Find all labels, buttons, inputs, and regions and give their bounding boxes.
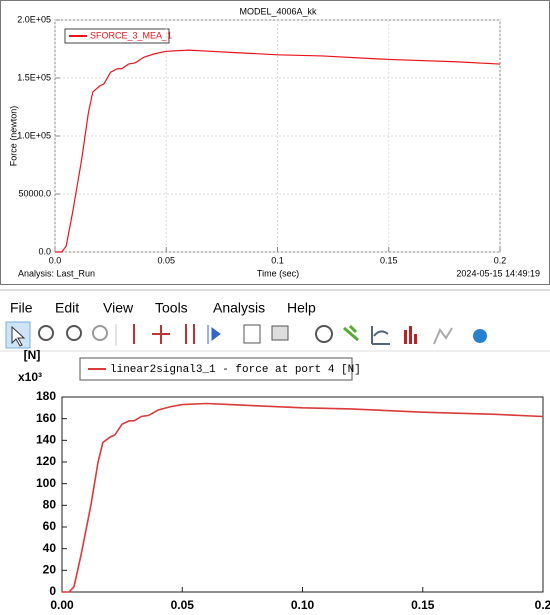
x-tick-label: 0.15 xyxy=(411,598,435,612)
y-axis-label: Force (newton) xyxy=(8,106,18,167)
timestamp: 2024-05-15 14:49:19 xyxy=(456,268,540,278)
x-tick-label: 0.05 xyxy=(171,598,195,612)
menu-item[interactable]: View xyxy=(103,300,134,316)
menu-item[interactable]: Help xyxy=(287,300,316,316)
x-tick-label: 0.05 xyxy=(157,255,175,265)
top-panel xyxy=(0,0,550,285)
tool-zoom-fit[interactable] xyxy=(92,325,108,341)
legend-label: SFORCE_3_MEA_1 xyxy=(90,30,172,40)
tool-curves[interactable] xyxy=(371,326,390,345)
tool-fft[interactable] xyxy=(433,327,453,345)
x-tick-label: 0.10 xyxy=(291,598,315,612)
chart-title: MODEL_4006A_kk xyxy=(239,6,317,16)
menu-item[interactable]: Analysis xyxy=(213,300,265,316)
tool-histogram-3 xyxy=(414,334,417,344)
tool-histogram[interactable] xyxy=(404,330,407,344)
menu-bar: File Edit View Tools Analysis Help xyxy=(10,300,316,316)
multiplier-label: x10³ xyxy=(18,370,42,384)
y-tick-label: 0 xyxy=(49,584,56,598)
series-line xyxy=(55,49,501,253)
tool-refresh[interactable] xyxy=(315,325,333,343)
toolbar xyxy=(5,321,487,349)
y-tick-label: 50000.0 xyxy=(18,188,51,198)
y-tick-label: 160 xyxy=(36,411,56,425)
menu-item[interactable]: File xyxy=(10,300,33,316)
y-tick-label: 0.0 xyxy=(38,246,51,256)
y-tick-label: 180 xyxy=(36,389,56,403)
y-tick-label: 120 xyxy=(36,454,56,468)
tool-histogram-2 xyxy=(409,326,412,344)
tool-zoom[interactable] xyxy=(38,325,54,341)
tool-grid[interactable] xyxy=(271,325,289,341)
y-axis-label: [N] xyxy=(24,348,41,362)
tool-add-plot[interactable] xyxy=(473,329,487,343)
tool-zoom-out[interactable] xyxy=(66,325,82,341)
y-tick-label: 1.5E+05 xyxy=(17,72,51,82)
cursor-icon xyxy=(11,325,26,347)
y-tick-label: 100 xyxy=(36,476,56,490)
x-tick-label: 0.1 xyxy=(271,255,284,265)
y-tick-label: 140 xyxy=(36,433,56,447)
y-tick-label: 2.0E+05 xyxy=(17,14,51,24)
series-line xyxy=(62,402,544,593)
y-tick-label: 1.0E+05 xyxy=(17,130,51,140)
x-axis-label: Time (sec) xyxy=(257,268,299,278)
x-tick-label: 0.15 xyxy=(380,255,398,265)
y-tick-label: 20 xyxy=(43,563,57,577)
x-tick-label: 0.00 xyxy=(50,598,74,612)
analysis-label: Analysis: Last_Run xyxy=(18,268,95,278)
legend-box xyxy=(64,28,170,44)
menu-item[interactable]: Edit xyxy=(55,300,79,316)
tool-pin[interactable] xyxy=(343,324,359,342)
y-tick-label: 60 xyxy=(43,519,57,533)
legend-box xyxy=(79,357,353,381)
menu-item[interactable]: Tools xyxy=(155,300,188,316)
y-tick-label: 80 xyxy=(43,498,57,512)
tool-table[interactable] xyxy=(243,324,261,344)
x-tick-label: 0.2 xyxy=(535,598,550,612)
y-tick-label: 40 xyxy=(43,541,57,555)
legend-label: linear2signal3_1 - force at port 4 [N] xyxy=(110,364,361,376)
plot-area xyxy=(61,396,544,593)
x-tick-label: 0.0 xyxy=(49,255,62,265)
x-tick-label: 0.2 xyxy=(494,255,507,265)
tool-play[interactable] xyxy=(207,325,221,344)
